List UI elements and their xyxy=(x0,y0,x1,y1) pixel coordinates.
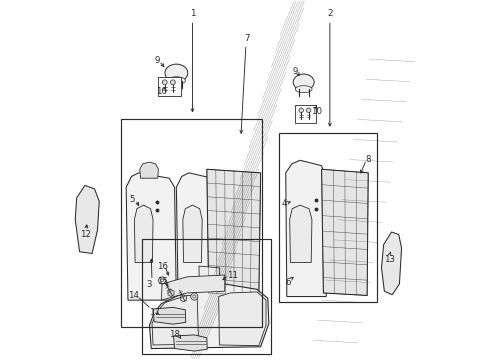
Text: 6: 6 xyxy=(285,278,290,287)
Polygon shape xyxy=(218,292,265,346)
Text: 4: 4 xyxy=(281,199,286,208)
Polygon shape xyxy=(126,173,176,300)
Circle shape xyxy=(298,108,303,112)
Text: 8: 8 xyxy=(365,155,370,164)
Ellipse shape xyxy=(167,77,185,84)
Polygon shape xyxy=(285,160,325,297)
Polygon shape xyxy=(152,296,198,345)
Polygon shape xyxy=(381,232,401,295)
Text: 2: 2 xyxy=(326,9,332,18)
Polygon shape xyxy=(173,335,207,351)
Bar xyxy=(121,119,262,327)
Circle shape xyxy=(158,277,165,284)
Text: 10: 10 xyxy=(156,86,166,95)
Circle shape xyxy=(160,279,163,282)
Polygon shape xyxy=(161,275,224,300)
Polygon shape xyxy=(289,205,311,262)
Text: 10: 10 xyxy=(310,107,321,116)
Ellipse shape xyxy=(293,74,313,90)
Text: 14: 14 xyxy=(127,291,139,300)
Circle shape xyxy=(162,80,167,85)
Polygon shape xyxy=(180,295,186,302)
Text: 12: 12 xyxy=(81,230,91,239)
Text: 18: 18 xyxy=(169,330,180,339)
Text: 5: 5 xyxy=(130,195,135,204)
Text: 16: 16 xyxy=(157,262,168,271)
Polygon shape xyxy=(75,185,99,253)
Text: 13: 13 xyxy=(384,256,394,265)
Polygon shape xyxy=(183,205,202,262)
Polygon shape xyxy=(140,162,158,178)
Circle shape xyxy=(170,80,175,85)
Text: 15: 15 xyxy=(157,276,168,285)
Bar xyxy=(142,239,271,354)
Bar xyxy=(158,77,181,96)
Polygon shape xyxy=(134,205,153,262)
Polygon shape xyxy=(149,284,268,348)
Polygon shape xyxy=(206,169,260,297)
Text: 1: 1 xyxy=(189,9,195,18)
Text: 17: 17 xyxy=(148,308,159,317)
Polygon shape xyxy=(176,173,217,300)
Polygon shape xyxy=(199,266,220,302)
Text: 7: 7 xyxy=(244,34,249,43)
Ellipse shape xyxy=(295,86,311,93)
Polygon shape xyxy=(153,307,185,324)
Bar xyxy=(278,134,376,302)
Circle shape xyxy=(190,293,198,300)
Text: 11: 11 xyxy=(227,270,238,279)
Circle shape xyxy=(192,295,195,298)
Ellipse shape xyxy=(164,64,187,82)
Polygon shape xyxy=(167,289,174,297)
Polygon shape xyxy=(321,169,367,296)
Text: 9: 9 xyxy=(291,67,297,76)
Bar xyxy=(294,105,316,123)
Text: 9: 9 xyxy=(154,57,160,66)
Circle shape xyxy=(306,108,310,112)
Text: 3: 3 xyxy=(146,280,152,289)
